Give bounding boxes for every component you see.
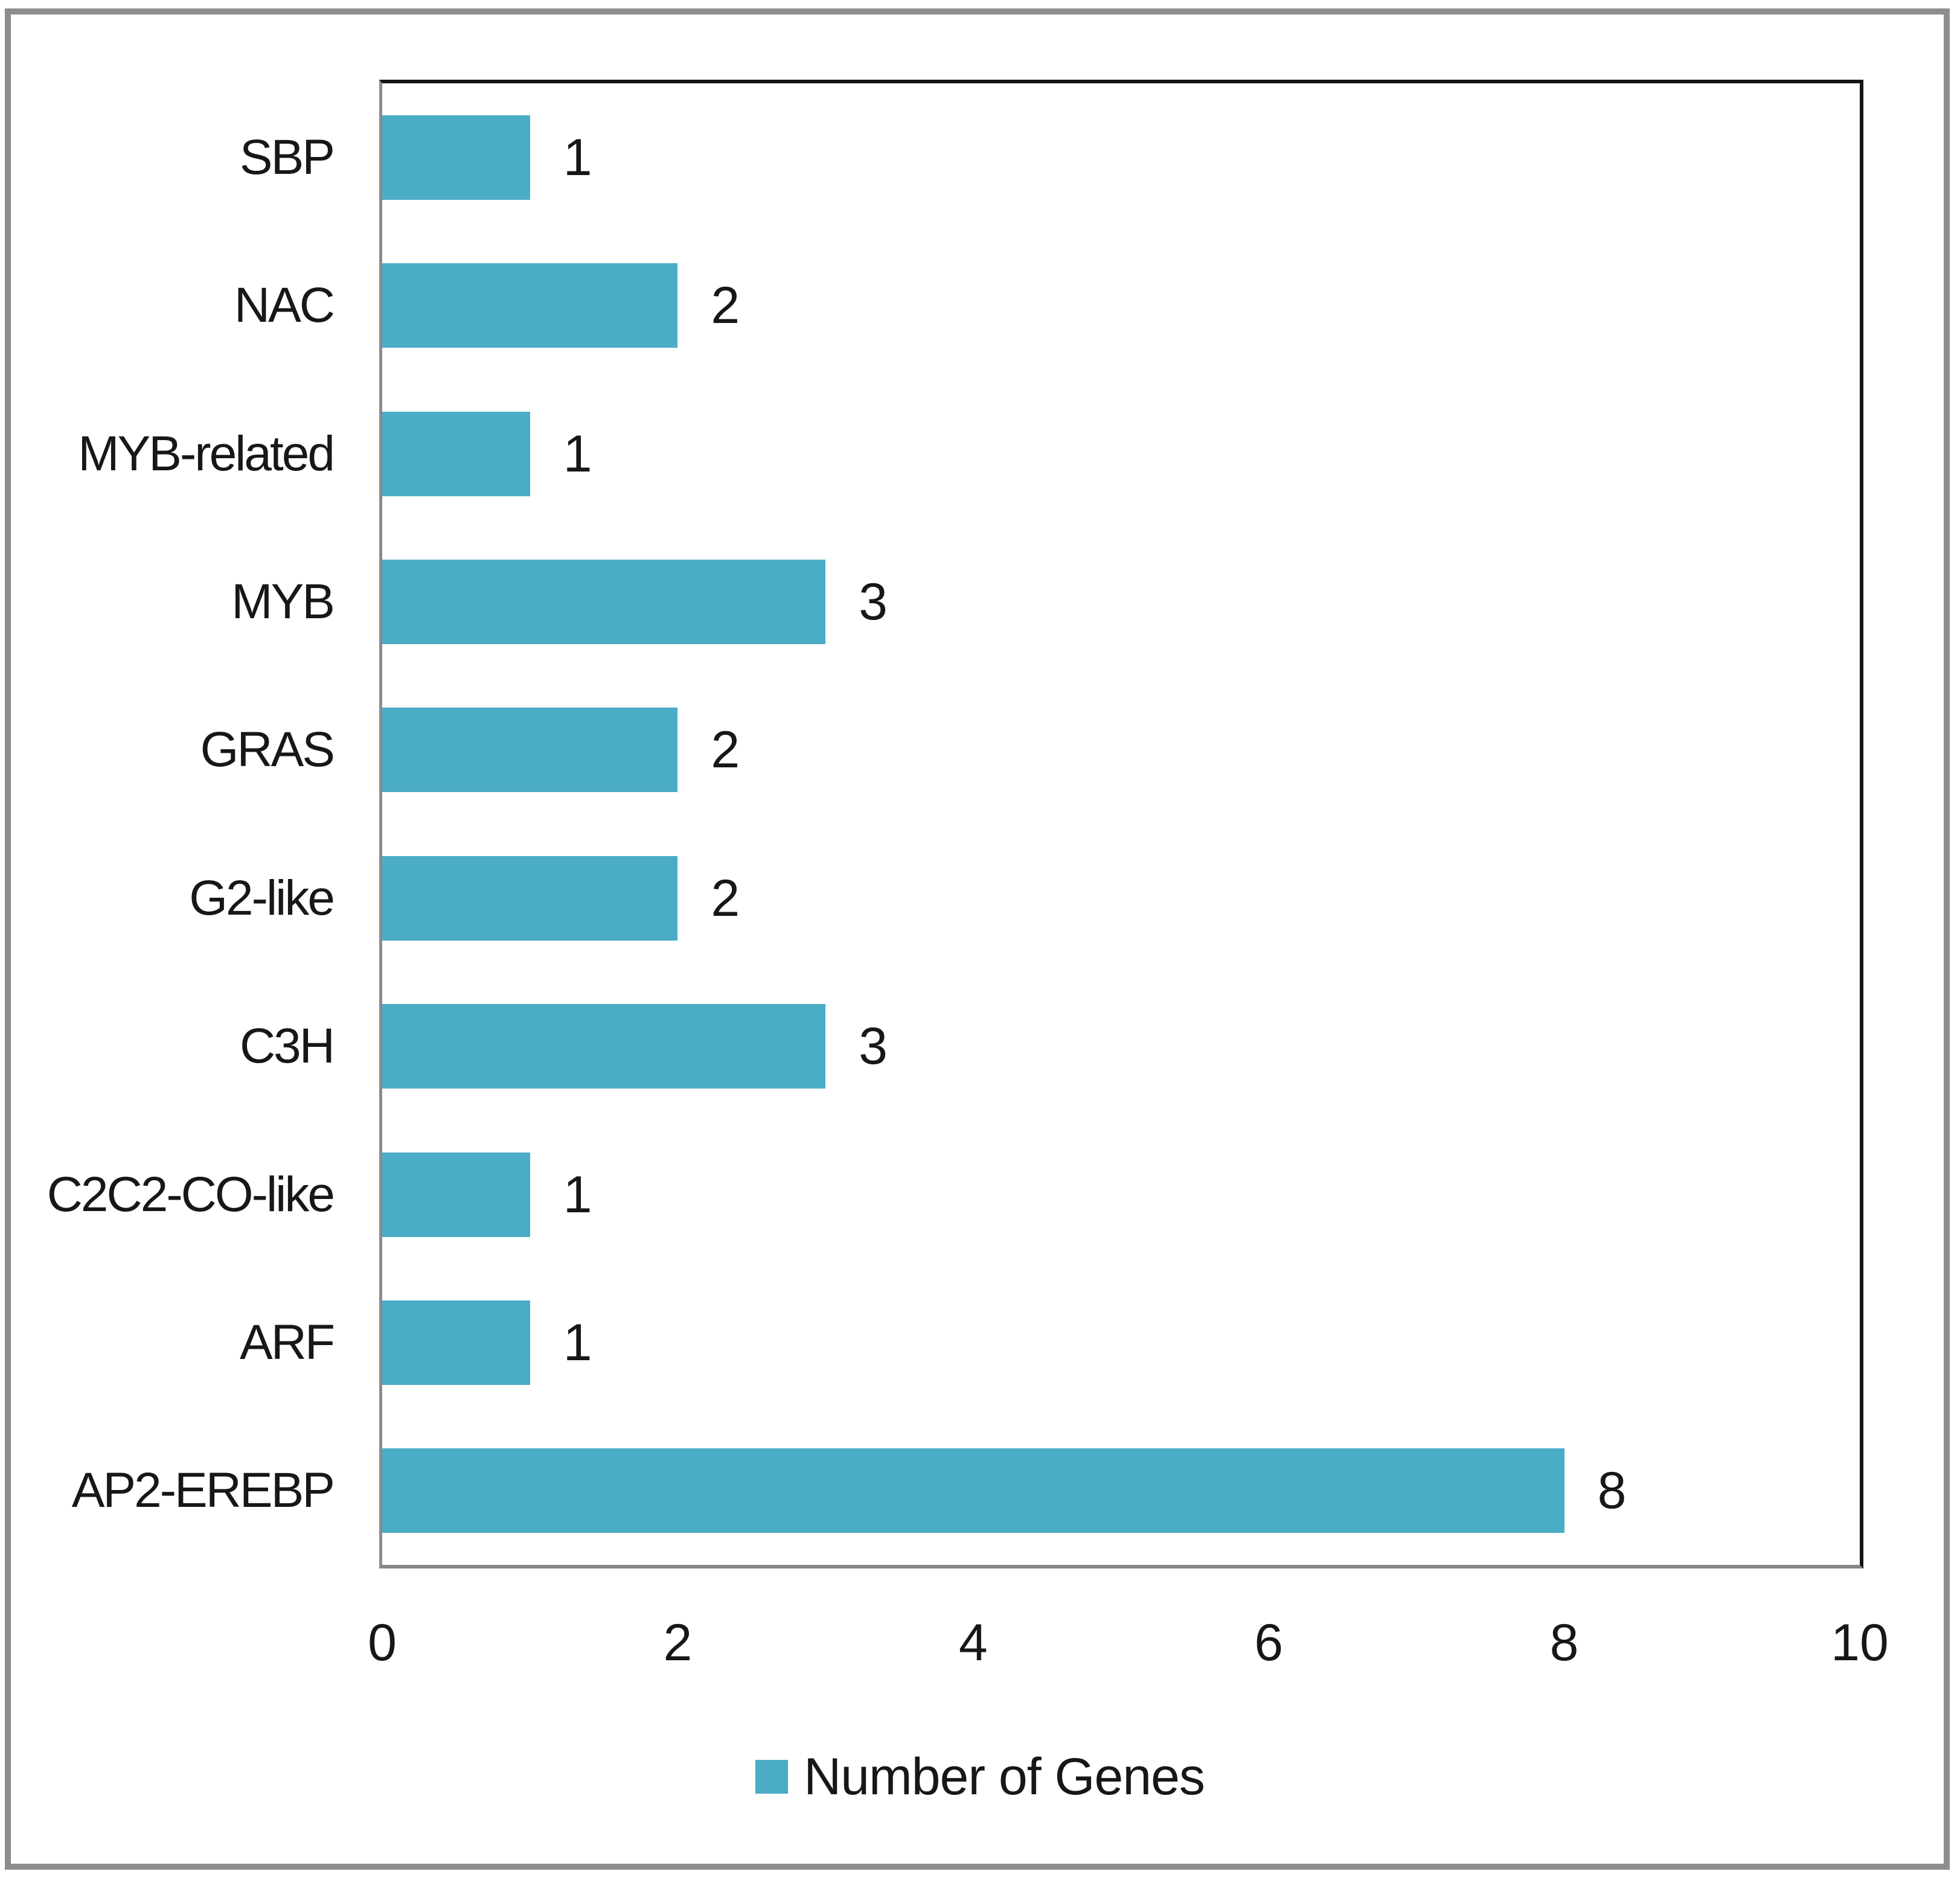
- legend-label: Number of Genes: [804, 1747, 1205, 1806]
- bar-ap2-erebp: [382, 1448, 1564, 1533]
- value-label: 2: [711, 277, 740, 335]
- category-label: GRAS: [200, 722, 335, 778]
- bar-c2c2-co-like: [382, 1152, 530, 1237]
- value-label: 3: [859, 1017, 888, 1076]
- category-label: MYB: [231, 574, 335, 629]
- x-axis-tick-label: 0: [368, 1614, 397, 1672]
- x-axis-tick-label: 4: [958, 1614, 988, 1672]
- category-label: MYB-related: [78, 426, 335, 481]
- value-label: 3: [859, 572, 888, 631]
- category-label: C2C2-CO-like: [46, 1166, 335, 1222]
- bar-myb: [382, 559, 826, 644]
- value-label: 1: [563, 424, 592, 483]
- x-axis-tick-label: 2: [663, 1614, 693, 1672]
- category-label: ARF: [240, 1314, 335, 1370]
- bar-sbp: [382, 115, 530, 200]
- value-label: 2: [711, 869, 740, 927]
- bar-nac: [382, 263, 678, 348]
- x-axis-tick-label: 6: [1254, 1614, 1284, 1672]
- value-label: 1: [563, 128, 592, 187]
- x-axis-tick-label: 8: [1549, 1614, 1579, 1672]
- legend: Number of Genes: [16, 1744, 1944, 1810]
- category-label: SBP: [239, 129, 335, 185]
- bar-gras: [382, 708, 678, 793]
- category-label: AP2-EREBP: [71, 1463, 335, 1518]
- value-label: 8: [1597, 1462, 1627, 1520]
- category-label: G2-like: [189, 870, 335, 926]
- legend-marker-icon: [755, 1760, 789, 1794]
- bar-g2-like: [382, 855, 678, 941]
- x-axis-tick-label: 10: [1831, 1614, 1889, 1672]
- bar-c3h: [382, 1004, 826, 1089]
- category-label: C3H: [239, 1018, 335, 1074]
- bar-arf: [382, 1300, 530, 1385]
- bar-myb-related: [382, 411, 530, 496]
- category-label: NAC: [234, 278, 335, 333]
- value-label: 2: [711, 721, 740, 779]
- value-label: 1: [563, 1313, 592, 1372]
- value-label: 1: [563, 1165, 592, 1224]
